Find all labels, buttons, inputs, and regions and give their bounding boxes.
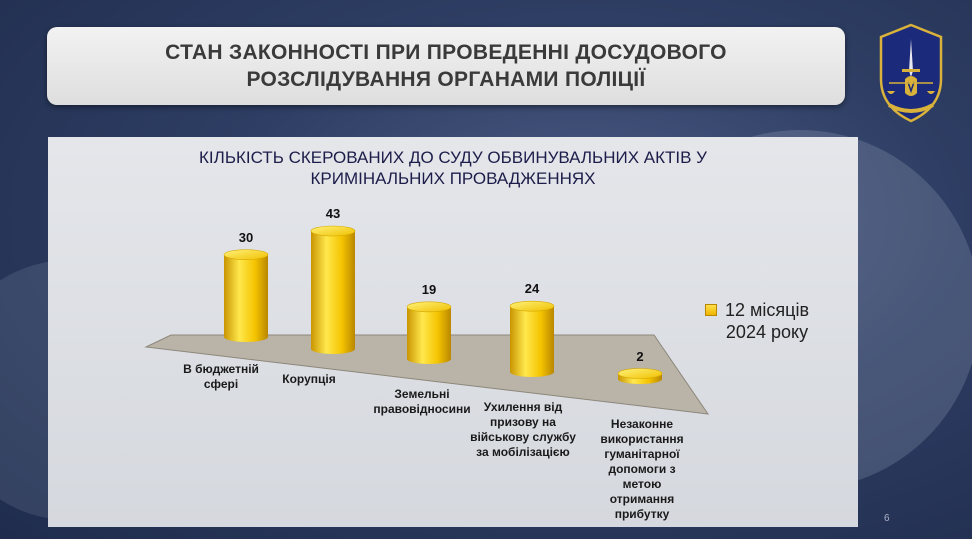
bar-chart <box>144 225 710 415</box>
data-label: 2 <box>636 348 644 364</box>
slide-title: СТАН ЗАКОННОСТІ ПРИ ПРОВЕДЕННІ ДОСУДОВОГ… <box>165 39 727 93</box>
bar-top <box>406 301 452 313</box>
category-label: Незаконне використання гуманітарної допо… <box>600 417 684 521</box>
chart-title-line-1: КІЛЬКІСТЬ СКЕРОВАНИХ ДО СУДУ ОБВИНУВАЛЬН… <box>199 148 707 167</box>
chart-panel: КІЛЬКІСТЬ СКЕРОВАНИХ ДО СУДУ ОБВИНУВАЛЬН… <box>48 137 858 527</box>
category-label: Корупція <box>282 372 336 386</box>
bar-top <box>223 249 269 260</box>
slide-title-box: СТАН ЗАКОННОСТІ ПРИ ПРОВЕДЕННІ ДОСУДОВОГ… <box>47 27 845 105</box>
data-label: 19 <box>421 281 437 297</box>
page-number: 6 <box>884 513 890 524</box>
bar-top <box>310 225 356 237</box>
slide-title-line-2: РОЗСЛІДУВАННЯ ОРГАНАМИ ПОЛІЦІЇ <box>246 68 646 91</box>
prosecutor-emblem-icon <box>879 23 943 123</box>
bar-body <box>224 254 268 342</box>
bar-1 <box>310 225 356 354</box>
chart-legend: 12 місяців 2024 року <box>705 299 809 343</box>
chart-title-line-2: КРИМІНАЛЬНИХ ПРОВАДЖЕННЯХ <box>310 169 596 188</box>
bar-4 <box>617 368 663 384</box>
bar-body <box>407 306 451 364</box>
bar-top <box>617 368 663 379</box>
bar-top <box>509 300 555 312</box>
legend-label-line-1: 12 місяців <box>725 300 810 320</box>
legend-label-line-2: 2024 року <box>725 322 809 342</box>
bar-0 <box>223 249 269 342</box>
legend-swatch <box>705 304 717 316</box>
chart-floor <box>144 334 710 415</box>
slide-title-line-1: СТАН ЗАКОННОСТІ ПРИ ПРОВЕДЕННІ ДОСУДОВОГ… <box>165 41 727 64</box>
data-label: 24 <box>524 281 540 297</box>
category-label: Земельні правовідносини <box>373 387 471 416</box>
data-label: 30 <box>238 229 254 245</box>
chart-title: КІЛЬКІСТЬ СКЕРОВАНИХ ДО СУДУ ОБВИНУВАЛЬН… <box>48 147 858 189</box>
legend-label: 12 місяців 2024 року <box>725 299 809 343</box>
bar-body <box>311 231 355 354</box>
bar-body <box>510 306 554 377</box>
bar-2 <box>406 301 452 364</box>
data-label: 43 <box>325 206 341 221</box>
bar-3 <box>509 300 555 377</box>
category-label: Ухилення від призову на військову службу… <box>470 400 576 459</box>
category-label: В бюджетній сфері <box>183 362 259 391</box>
